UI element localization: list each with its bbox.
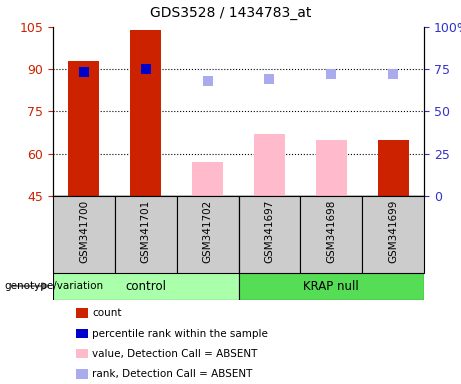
FancyBboxPatch shape xyxy=(115,196,177,273)
FancyBboxPatch shape xyxy=(53,273,239,300)
FancyBboxPatch shape xyxy=(239,196,301,273)
Bar xyxy=(192,162,223,196)
Text: GDS3528 / 1434783_at: GDS3528 / 1434783_at xyxy=(150,7,311,20)
FancyBboxPatch shape xyxy=(53,196,115,273)
FancyBboxPatch shape xyxy=(177,196,239,273)
Bar xyxy=(378,139,408,196)
FancyBboxPatch shape xyxy=(239,273,424,300)
Point xyxy=(142,66,149,72)
Text: percentile rank within the sample: percentile rank within the sample xyxy=(92,329,268,339)
Text: GSM341702: GSM341702 xyxy=(203,200,213,263)
Point xyxy=(328,71,335,77)
Text: genotype/variation: genotype/variation xyxy=(5,281,104,291)
Point xyxy=(266,76,273,82)
Text: control: control xyxy=(125,280,166,293)
Text: count: count xyxy=(92,308,122,318)
Text: rank, Detection Call = ABSENT: rank, Detection Call = ABSENT xyxy=(92,369,253,379)
Text: GSM341701: GSM341701 xyxy=(141,200,151,263)
Bar xyxy=(130,30,161,196)
Bar xyxy=(316,139,347,196)
Bar xyxy=(69,61,100,196)
Point xyxy=(80,70,88,76)
FancyBboxPatch shape xyxy=(362,196,424,273)
Point xyxy=(390,71,397,77)
Text: GSM341699: GSM341699 xyxy=(388,200,398,263)
Text: GSM341700: GSM341700 xyxy=(79,200,89,263)
FancyBboxPatch shape xyxy=(301,196,362,273)
Point xyxy=(204,78,211,84)
Text: GSM341697: GSM341697 xyxy=(265,200,274,263)
Text: KRAP null: KRAP null xyxy=(303,280,359,293)
Bar xyxy=(254,134,285,196)
Text: GSM341698: GSM341698 xyxy=(326,200,337,263)
Text: value, Detection Call = ABSENT: value, Detection Call = ABSENT xyxy=(92,349,258,359)
